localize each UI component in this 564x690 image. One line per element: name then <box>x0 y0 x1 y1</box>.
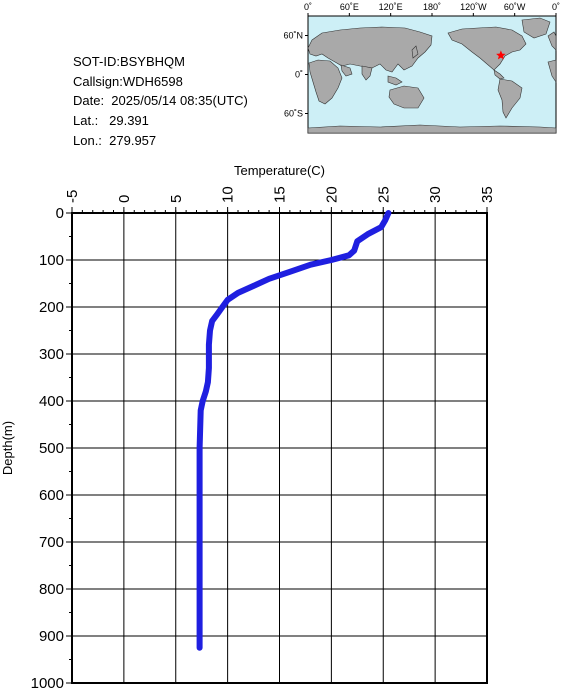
map-landmasses <box>307 17 557 134</box>
map-lon-label: 120˚E <box>379 2 403 12</box>
y-tick-label: 600 <box>39 487 64 504</box>
plot-ticks <box>66 207 488 684</box>
x-tick-label: -5 <box>64 190 81 203</box>
y-tick-label: 1000 <box>31 675 64 690</box>
map-lat-label: 0˚ <box>295 70 303 80</box>
x-tick-label: 0 <box>116 195 133 203</box>
temperature-profile-line <box>196 210 392 651</box>
y-tick-label: 800 <box>39 581 64 598</box>
map-lat-label: 60˚N <box>283 31 303 41</box>
float-info: SOT-ID:BSYBHQM Callsign:WDH6598 Date: 20… <box>73 52 248 151</box>
y-tick-label: 500 <box>39 440 64 457</box>
y-tick-labels: 0 100 200 300 400 500 600 700 800 900 1000 <box>31 205 64 690</box>
y-tick-label: 900 <box>39 628 64 645</box>
x-tick-labels: -5 0 5 10 15 20 25 30 35 <box>64 186 496 203</box>
sot-id-text: SOT-ID:BSYBHQM <box>73 54 185 69</box>
map-lat-label: 60˚S <box>284 109 303 119</box>
y-tick-label: 200 <box>39 299 64 316</box>
location-marker-icon <box>496 50 506 60</box>
x-tick-label: 5 <box>168 195 185 203</box>
y-tick-label: 400 <box>39 393 64 410</box>
longitude-text: Lon.: 279.957 <box>73 132 157 148</box>
map-lon-label: 180˚ <box>423 2 441 12</box>
y-tick-label: 0 <box>56 205 64 222</box>
x-tick-label: 20 <box>323 186 340 203</box>
map-lon-label: 120˚W <box>460 2 487 12</box>
x-axis-label: Temperature(C) <box>234 163 325 178</box>
plot-gridlines <box>71 212 488 684</box>
map-latitude-labels: 60˚N 0˚ 60˚S <box>283 31 303 119</box>
latitude-text: Lat.: 29.391 <box>73 113 149 129</box>
map-longitude-labels: 0˚ 60˚E 120˚E 180˚ 120˚W 60˚W 0˚ <box>304 2 560 12</box>
map-lon-label: 0˚ <box>552 2 560 12</box>
x-tick-label: 10 <box>220 186 237 203</box>
location-map: 0˚ 60˚E 120˚E 180˚ 120˚W 60˚W 0˚ 60˚N 0˚ 60˚S <box>283 2 560 134</box>
y-tick-label: 100 <box>39 252 64 269</box>
x-tick-label: 35 <box>479 186 496 203</box>
map-lon-label: 60˚E <box>340 2 359 12</box>
y-axis-label: Depth(m) <box>0 421 15 475</box>
callsign-text: Callsign:WDH6598 <box>73 73 183 89</box>
y-tick-label: 300 <box>39 346 64 363</box>
x-tick-label: 25 <box>375 186 392 203</box>
date-text: Date: 2025/05/14 08:35(UTC) <box>73 93 248 109</box>
map-graticule <box>305 13 557 114</box>
x-tick-label: 30 <box>427 186 444 203</box>
y-tick-label: 700 <box>39 534 64 551</box>
map-lon-label: 60˚W <box>504 2 526 12</box>
temperature-profile-plot: -5 0 5 10 15 20 25 30 35 01002003004005006007008… <box>0 163 496 690</box>
map-lon-label: 0˚ <box>304 2 312 12</box>
x-tick-label: 15 <box>272 186 289 203</box>
